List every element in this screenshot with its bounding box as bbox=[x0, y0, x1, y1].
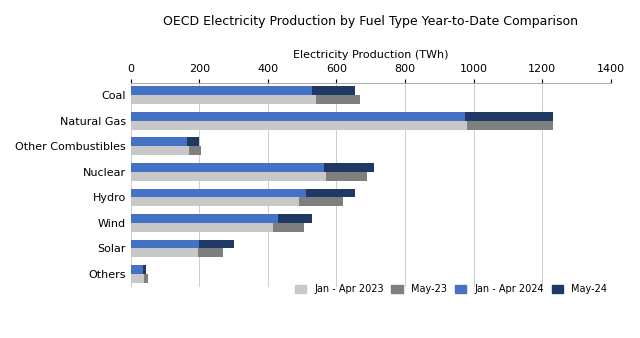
Bar bbox=[131, 112, 465, 121]
Bar bbox=[189, 146, 201, 155]
Bar bbox=[143, 265, 146, 274]
Bar bbox=[199, 240, 234, 248]
Bar bbox=[131, 121, 467, 130]
Bar bbox=[131, 172, 326, 181]
Bar bbox=[316, 95, 360, 104]
Bar bbox=[305, 189, 355, 197]
Bar bbox=[312, 87, 355, 95]
Bar bbox=[131, 248, 198, 258]
Bar bbox=[326, 172, 367, 181]
Bar bbox=[131, 265, 143, 274]
Bar bbox=[131, 197, 299, 207]
Bar bbox=[467, 121, 552, 130]
Title: OECD Electricity Production by Fuel Type Year-to-Date Comparison: OECD Electricity Production by Fuel Type… bbox=[163, 15, 579, 28]
Bar bbox=[465, 112, 552, 121]
Bar bbox=[131, 87, 312, 95]
Bar bbox=[278, 214, 312, 223]
Bar bbox=[131, 163, 324, 172]
Bar bbox=[131, 274, 145, 283]
Bar bbox=[131, 214, 278, 223]
Bar bbox=[131, 240, 199, 248]
X-axis label: Electricity Production (TWh): Electricity Production (TWh) bbox=[293, 50, 449, 60]
Bar bbox=[324, 163, 374, 172]
Bar bbox=[131, 146, 189, 155]
Bar bbox=[273, 223, 304, 232]
Legend: Jan - Apr 2023, May-23, Jan - Apr 2024, May-24: Jan - Apr 2023, May-23, Jan - Apr 2024, … bbox=[291, 281, 611, 298]
Bar bbox=[131, 189, 305, 197]
Bar bbox=[299, 197, 343, 207]
Bar bbox=[145, 274, 148, 283]
Bar bbox=[198, 248, 223, 258]
Bar bbox=[131, 138, 188, 146]
Bar bbox=[131, 95, 316, 104]
Bar bbox=[188, 138, 199, 146]
Bar bbox=[131, 223, 273, 232]
